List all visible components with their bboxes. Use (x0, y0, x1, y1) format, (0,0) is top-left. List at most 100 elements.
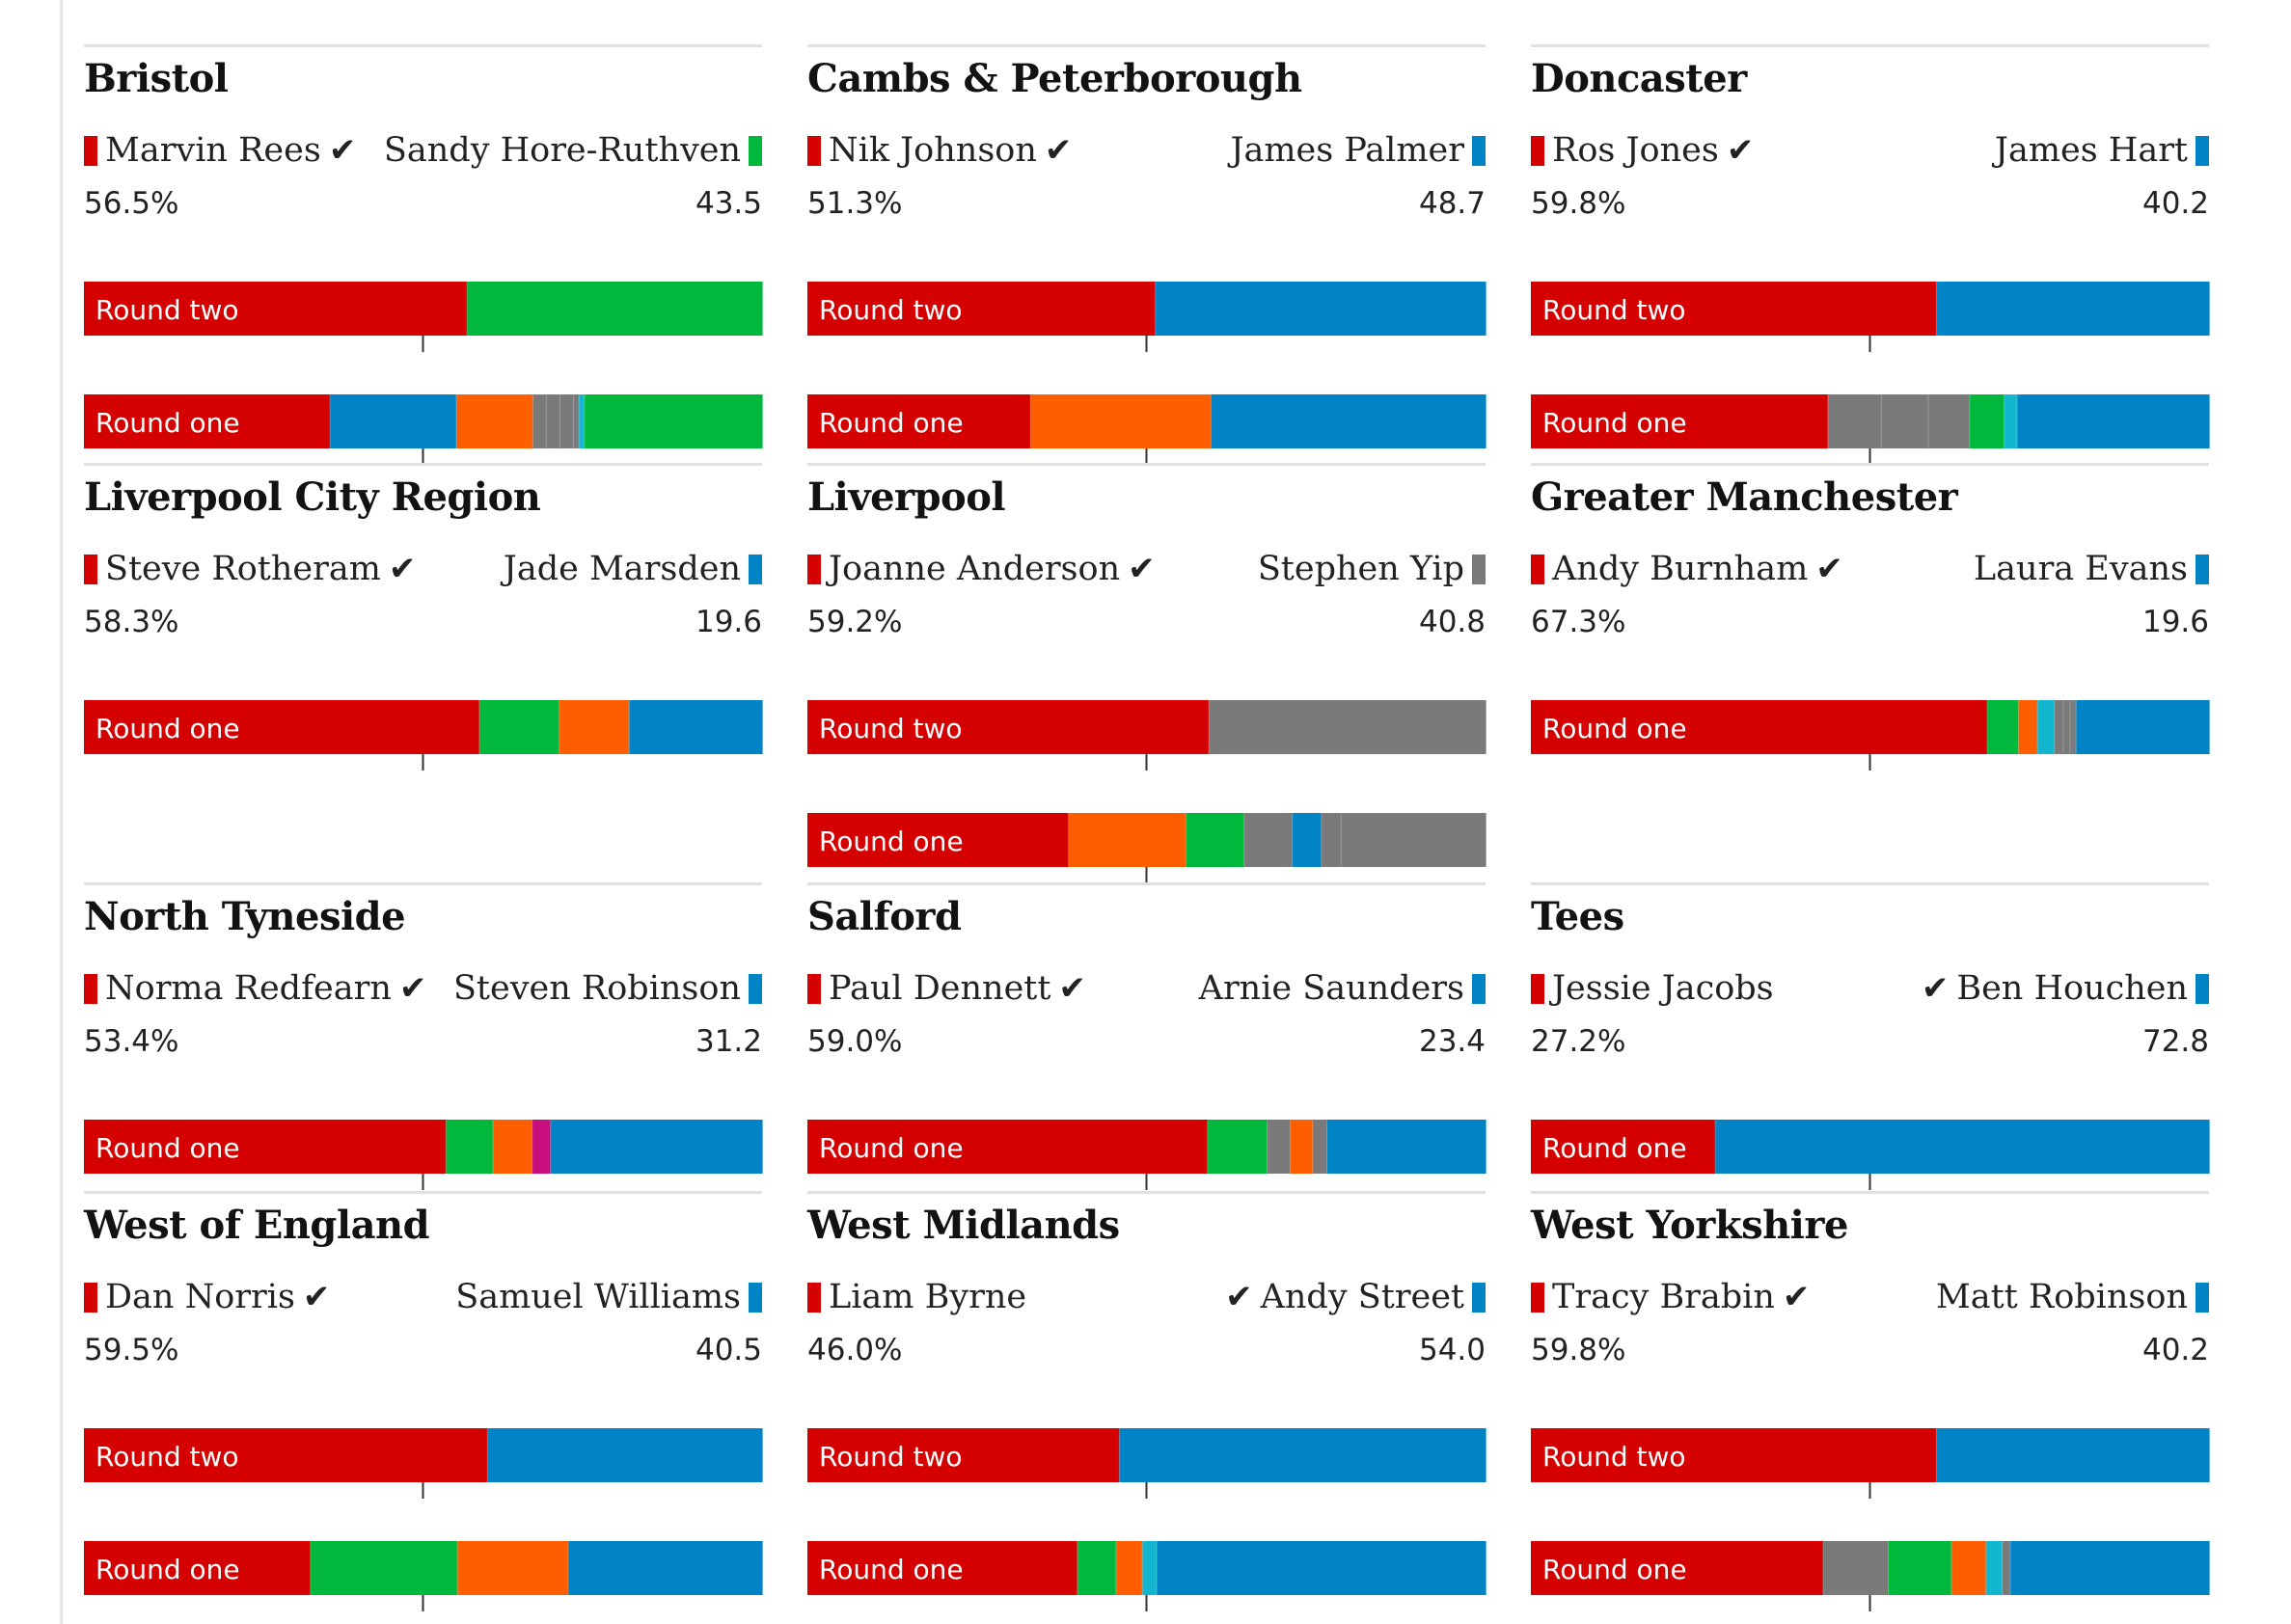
round-bar: Round one (807, 813, 1486, 883)
round-label: Round two (819, 713, 963, 744)
bar-segment (467, 282, 763, 336)
segment-separator (1068, 813, 1070, 867)
vote-share-right: 40.8 (1418, 605, 1486, 639)
segment-separator (1935, 1428, 1937, 1482)
bar-segment (1326, 1120, 1486, 1174)
segment-separator (329, 394, 331, 448)
party-swatch (749, 135, 762, 166)
bar-segment (455, 394, 533, 448)
winner-check-icon: ✔ (398, 969, 427, 1008)
majority-tick (1868, 754, 1871, 771)
vote-share-left: 59.8% (1531, 1333, 1626, 1367)
bar-segment (1068, 813, 1186, 867)
bar-segment (807, 813, 1070, 867)
segment-separator (573, 394, 575, 448)
segment-separator (1321, 813, 1323, 867)
bar-segment (584, 394, 763, 448)
round-bar-chart (807, 282, 1486, 352)
vote-share-left: 59.8% (1531, 186, 1626, 221)
majority-tick (422, 336, 424, 352)
bar-segment (84, 1541, 312, 1595)
round-label: Round one (95, 1132, 240, 1164)
round-bar: Round two (807, 282, 1486, 352)
bar-segment (1142, 1541, 1158, 1595)
segment-separator (578, 394, 580, 448)
majority-tick (1145, 1482, 1148, 1499)
round-bar-chart (807, 1541, 1486, 1611)
segment-separator (1340, 813, 1342, 867)
majority-tick (1868, 336, 1871, 352)
round-bar-chart (84, 282, 763, 352)
majority-tick (1868, 1595, 1871, 1611)
bar-segment (2002, 1541, 2011, 1595)
vote-share-left: 51.3% (807, 186, 903, 221)
party-swatch (84, 554, 97, 584)
segment-separator (455, 394, 457, 448)
majority-tick (1868, 1482, 1871, 1499)
candidate-right: Sandy Hore-Ruthven (384, 131, 762, 170)
candidate-name: Tracy Brabin (1552, 1278, 1775, 1316)
panel-divider (84, 1191, 762, 1194)
round-bar-chart (84, 1120, 763, 1190)
segment-separator (2009, 1541, 2011, 1595)
bar-segment (310, 1541, 458, 1595)
panel-divider (807, 1191, 1486, 1194)
bar-segment (2010, 1541, 2210, 1595)
round-bar-chart (807, 1120, 1486, 1190)
bar-segment (1822, 1541, 1890, 1595)
majority-tick (1145, 867, 1148, 883)
segment-separator (2002, 1541, 2004, 1595)
segment-separator (1156, 1541, 1158, 1595)
segment-separator (1207, 1120, 1209, 1174)
party-swatch (1472, 1282, 1486, 1313)
round-label: Round two (1542, 294, 1686, 326)
party-swatch (807, 554, 821, 584)
party-swatch (84, 1282, 97, 1313)
bar-segment (330, 394, 457, 448)
segment-separator (1985, 1541, 1987, 1595)
vote-share-right: 23.4 (1418, 1024, 1486, 1059)
segment-separator (466, 282, 468, 336)
candidate-right: James Palmer (1230, 131, 1486, 170)
candidate-left: Nik Johnson ✔ (807, 131, 1079, 170)
round-label: Round two (95, 1441, 239, 1473)
round-label: Round one (819, 407, 964, 439)
bar-segment (1531, 282, 1937, 336)
bar-segment (1155, 282, 1486, 336)
panel-title: Liverpool City Region (84, 474, 541, 520)
segment-separator (2075, 700, 2077, 754)
bar-segment (807, 1428, 1120, 1482)
round-bar-chart (807, 394, 1486, 465)
candidate-left: Andy Burnham ✔ (1531, 550, 1851, 588)
panel-title: Salford (807, 894, 962, 939)
segment-separator (1827, 394, 1829, 448)
bar-segment (1827, 394, 1883, 448)
bar-segment (1888, 1541, 1952, 1595)
panel-title: Liverpool (807, 474, 1006, 520)
winner-check-icon: ✔ (1815, 550, 1843, 588)
candidate-name: Andy Burnham (1552, 550, 1809, 588)
winner-check-icon: ✔ (1782, 1278, 1811, 1316)
bar-segment (1115, 1541, 1143, 1595)
bar-segment (1207, 1120, 1268, 1174)
bar-segment (478, 700, 560, 754)
party-swatch (1531, 554, 1544, 584)
majority-tick (1145, 754, 1148, 771)
bar-segment (532, 394, 548, 448)
bar-segment (1936, 282, 2210, 336)
round-label: Round one (1542, 713, 1687, 744)
bar-segment (532, 1120, 552, 1174)
winner-check-icon: ✔ (1726, 131, 1755, 170)
panel-divider (807, 44, 1486, 47)
candidate-name: Steve Rotheram (105, 550, 381, 588)
party-swatch (1531, 973, 1544, 1004)
round-bar: Round one (807, 394, 1486, 465)
bar-segment (1321, 813, 1342, 867)
winner-check-icon: ✔ (388, 550, 417, 588)
bar-segment (807, 394, 1031, 448)
vote-share-right: 54.0 (1418, 1333, 1486, 1367)
party-swatch (749, 973, 762, 1004)
bar-segment (446, 1120, 494, 1174)
round-bar-chart (1531, 700, 2210, 771)
party-swatch (84, 973, 97, 1004)
